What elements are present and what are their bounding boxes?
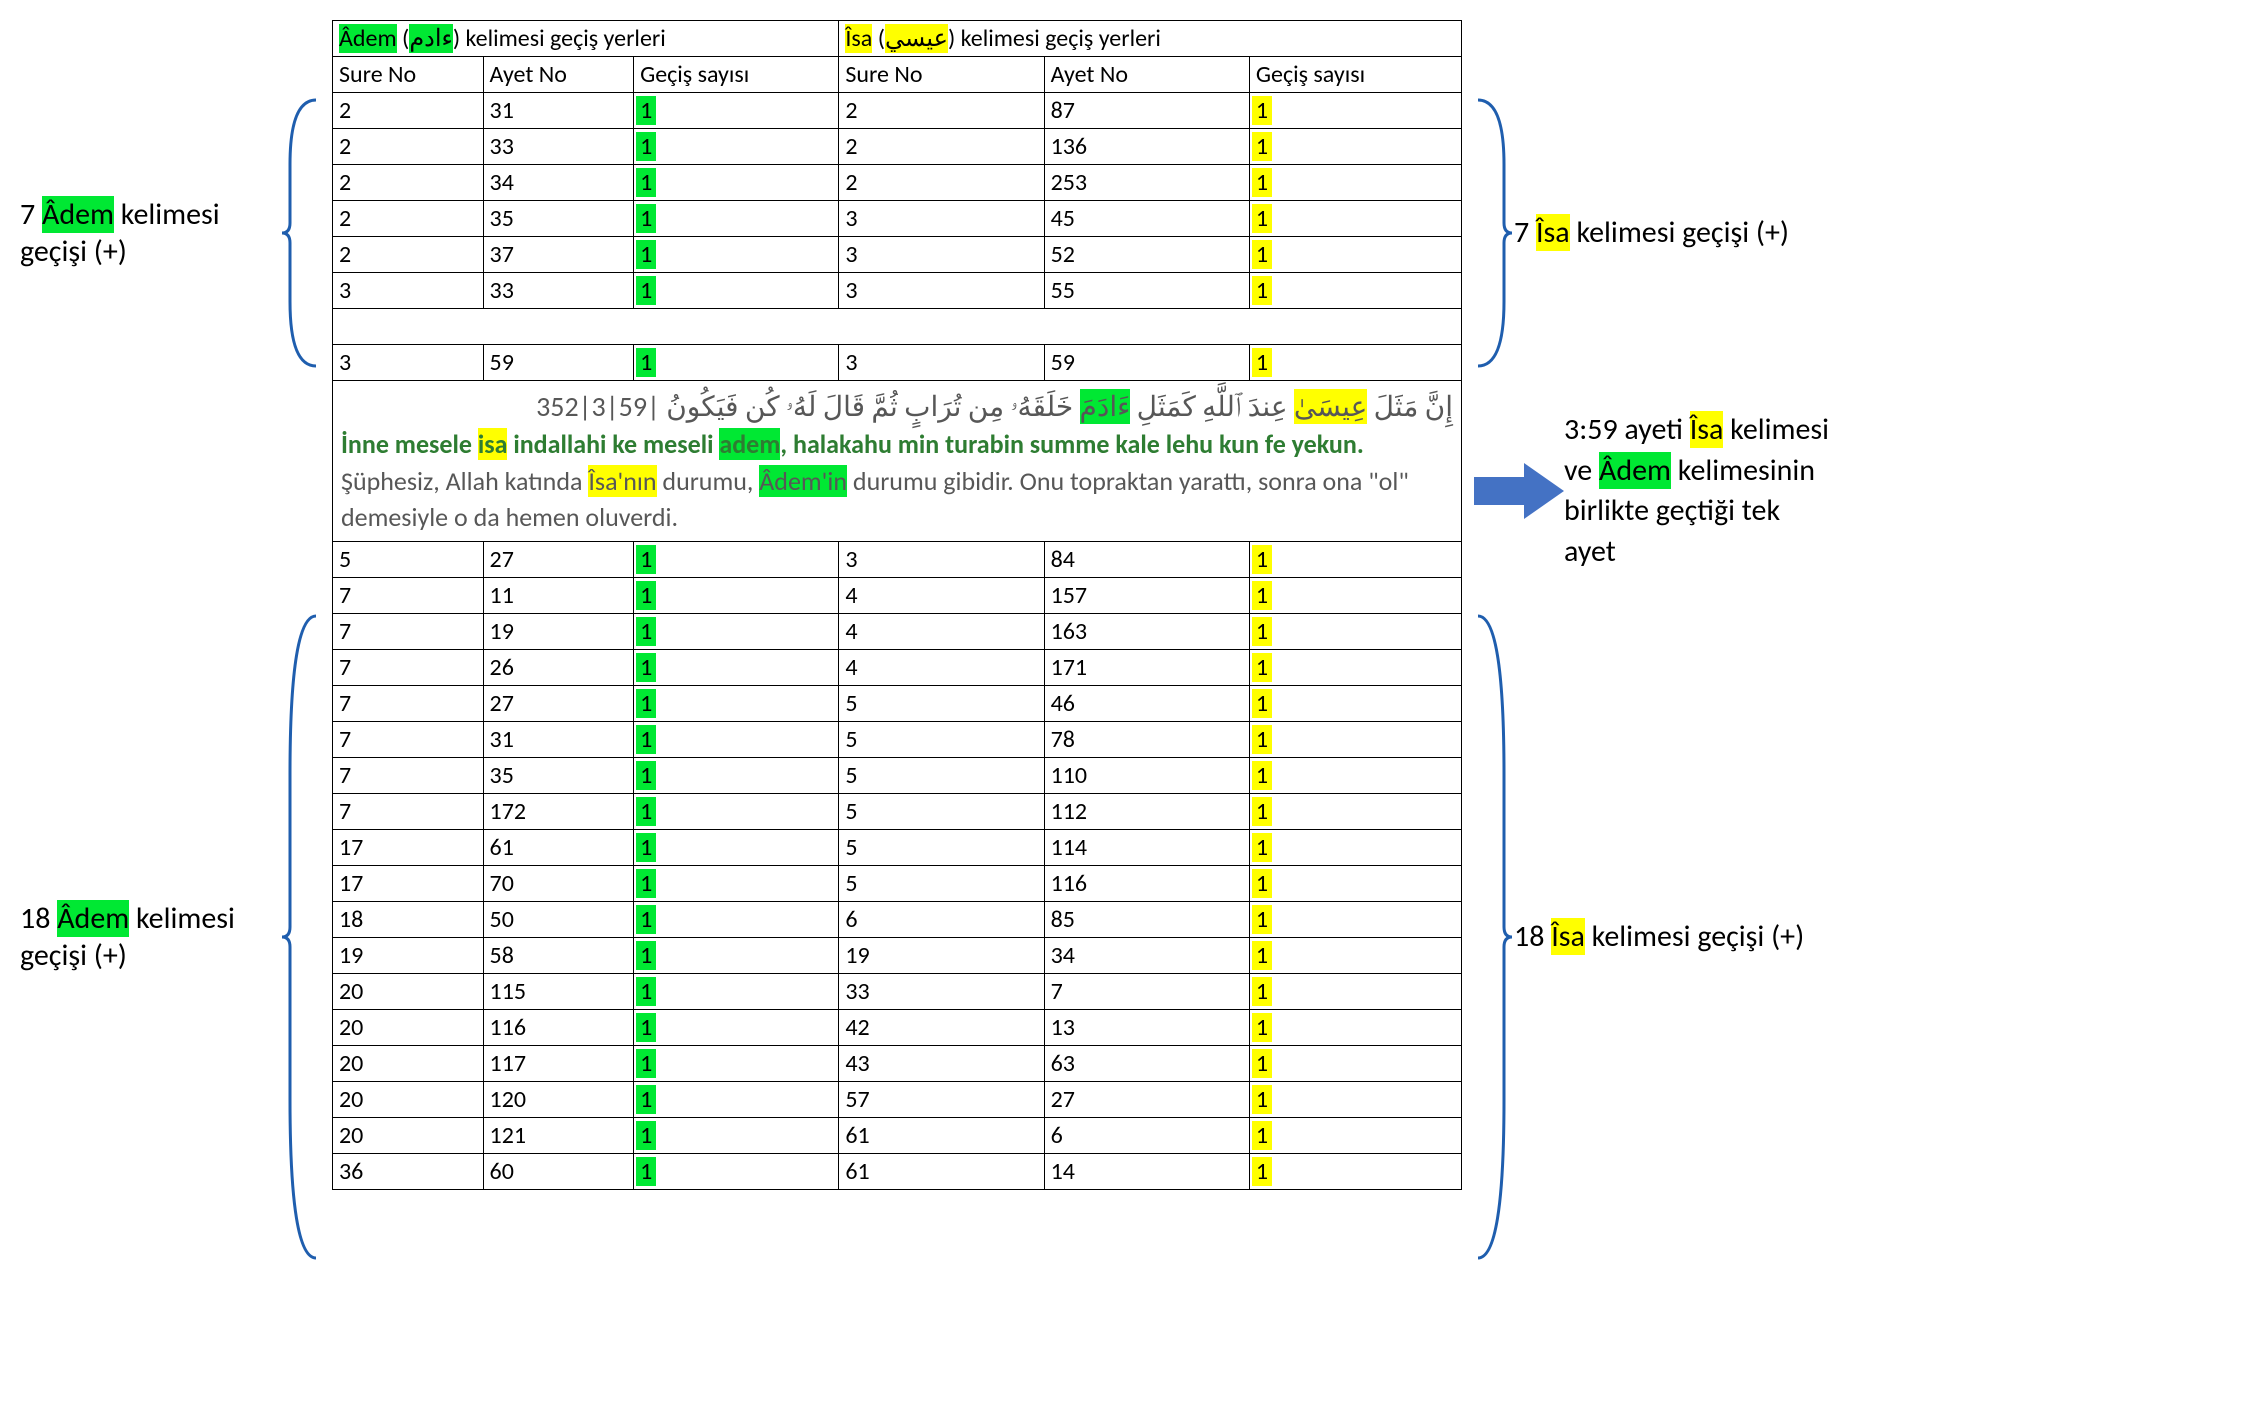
isa-highlight: Îsa <box>1551 918 1585 955</box>
adem-highlight: Âdem <box>42 196 114 233</box>
arrow-icon <box>1474 463 1564 519</box>
verse-359-note: 3:59 ayeti Îsa kelimesi ve Âdem kelimesi… <box>1564 410 1834 572</box>
table-row: 72715461 <box>333 686 1462 722</box>
table-row: 23513451 <box>333 201 1462 237</box>
brace-icon <box>1474 612 1514 1262</box>
table-row: 1761151141 <box>333 830 1462 866</box>
table-row: 2011513371 <box>333 974 1462 1010</box>
table-row: 23713521 <box>333 237 1462 273</box>
verse-translation: Şüphesiz, Allah katında Îsa'nın durumu, … <box>341 463 1453 536</box>
table-row: 735151101 <box>333 758 1462 794</box>
table-row: 7172151121 <box>333 794 1462 830</box>
table-row: 719141631 <box>333 614 1462 650</box>
occurrences-table: Âdem (ءادم) kelimesi geçiş yerleriÎsa (ع… <box>332 20 1462 1190</box>
table-row: 185016851 <box>333 902 1462 938</box>
table-row: 711141571 <box>333 578 1462 614</box>
table-row: 2012116161 <box>333 1118 1462 1154</box>
right-top-note: 7 Îsa kelimesi geçişi (+) <box>1474 96 1834 370</box>
table-row: 35913591 <box>333 345 1462 381</box>
left-bottom-note: 18 Âdem kelimesi geçişi (+) <box>20 612 320 1262</box>
table-row: Sure NoAyet NoGeçiş sayısıSure NoAyet No… <box>333 57 1462 93</box>
table-row: 233121361 <box>333 129 1462 165</box>
right-bottom-note: 18 Îsa kelimesi geçişi (+) <box>1474 612 1834 1262</box>
right-annotations: 7 Îsa kelimesi geçişi (+) 3:59 ayeti Îsa… <box>1474 20 1834 1262</box>
table-row: 73115781 <box>333 722 1462 758</box>
adem-highlight: Âdem <box>57 900 129 937</box>
table-row: 3660161141 <box>333 1154 1462 1190</box>
verse-transliteration: İnne mesele isa indallahi ke meseli adem… <box>341 426 1453 462</box>
left-top-note: 7 Âdem kelimesi geçişi (+) <box>20 96 320 370</box>
left-annotations: 7 Âdem kelimesi geçişi (+) 18 Âdem kelim… <box>20 20 320 1262</box>
table-row: 20120157271 <box>333 1082 1462 1118</box>
brace-icon <box>280 96 320 370</box>
table-row: 52713841 <box>333 542 1462 578</box>
isa-highlight: Îsa <box>1536 214 1570 251</box>
table-row: 726141711 <box>333 650 1462 686</box>
table-row: Âdem (ءادم) kelimesi geçiş yerleriÎsa (ع… <box>333 21 1462 57</box>
verse-arabic: إِنَّ مَثَلَ عِيسَىٰ عِندَ ٱللَّهِ كَمَث… <box>341 387 1453 426</box>
table-row: 1770151161 <box>333 866 1462 902</box>
table-row: 234122531 <box>333 165 1462 201</box>
verse-row: إِنَّ مَثَلَ عِيسَىٰ عِندَ ٱللَّهِ كَمَث… <box>333 381 1462 542</box>
table-row: 1958119341 <box>333 938 1462 974</box>
table-row: 20117143631 <box>333 1046 1462 1082</box>
brace-icon <box>280 612 320 1262</box>
brace-icon <box>1474 96 1514 370</box>
table-row: 20116142131 <box>333 1010 1462 1046</box>
table-row: 33313551 <box>333 273 1462 309</box>
table-row: 23112871 <box>333 93 1462 129</box>
